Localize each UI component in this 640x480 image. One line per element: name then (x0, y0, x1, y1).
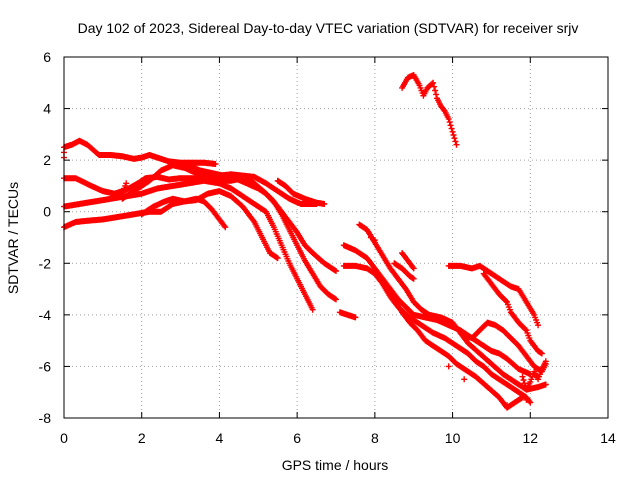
data-point (431, 83, 438, 90)
y-tick-label: -4 (39, 307, 52, 323)
series-trace-14 (391, 260, 417, 282)
series-trace-1 (61, 137, 219, 167)
data-point (430, 79, 437, 86)
axis-ticks: 0 2 4 6 8 10 12 14 -8 -6 -4 -2 0 2 4 6 (39, 49, 616, 446)
data-point (446, 119, 453, 126)
data-point (451, 135, 458, 142)
data-point (333, 296, 339, 303)
data-point (527, 399, 534, 406)
data-point (123, 180, 130, 187)
x-tick-label: 12 (522, 430, 538, 446)
series-trace-10 (340, 242, 534, 378)
x-tick-label: 0 (60, 430, 68, 446)
data-point (222, 224, 229, 231)
data-point (119, 193, 126, 200)
data-point (519, 394, 526, 401)
data-point (522, 326, 529, 333)
data-point (450, 132, 457, 138)
chart-title: Day 102 of 2023, Sidereal Day-to-day VTE… (78, 20, 579, 36)
series-trace-20 (519, 358, 549, 393)
data-point (535, 322, 542, 329)
data-point (449, 128, 456, 135)
data-point (519, 373, 526, 380)
y-tick-label: -2 (39, 255, 52, 271)
data-point (433, 91, 440, 98)
y-axis-label: SDTVAR / TECUs (5, 182, 21, 294)
y-tick-label: -6 (39, 358, 52, 374)
y-tick-label: 0 (43, 204, 51, 220)
data-point (368, 234, 374, 241)
data-point (352, 314, 359, 321)
data-point (212, 161, 219, 167)
grid (64, 57, 608, 418)
series-trace-13 (375, 273, 526, 411)
data-point (542, 381, 549, 388)
series-trace-8 (274, 177, 328, 207)
y-tick-label: 6 (43, 49, 51, 65)
data-point (429, 80, 436, 87)
x-tick-label: 6 (293, 430, 301, 446)
data-layer (61, 72, 549, 411)
data-point (333, 268, 339, 274)
data-point (538, 350, 545, 357)
data-point (542, 358, 549, 365)
x-axis-label: GPS time / hours (282, 457, 389, 473)
series-trace-5 (138, 188, 281, 262)
series-trace-7 (173, 159, 339, 303)
series-trace-21 (119, 180, 130, 200)
x-tick-label: 14 (600, 430, 616, 446)
data-point (445, 363, 452, 370)
x-tick-label: 2 (138, 430, 146, 446)
series-trace-9 (336, 309, 359, 321)
data-point (504, 402, 510, 409)
x-tick-label: 8 (371, 430, 379, 446)
data-point (440, 106, 447, 113)
data-point (409, 264, 416, 271)
data-point (410, 265, 417, 272)
data-point (432, 87, 439, 94)
series-trace-3 (61, 177, 316, 313)
plot-frame (63, 56, 609, 419)
y-tick-label: 2 (43, 152, 51, 168)
data-point (453, 141, 460, 148)
series-trace-18 (480, 270, 545, 357)
data-point (503, 298, 509, 304)
data-point (371, 237, 378, 244)
y-tick-label: -8 (39, 410, 52, 426)
data-point (452, 138, 459, 145)
series-trace-17 (445, 262, 542, 329)
x-tick-label: 10 (445, 430, 461, 446)
data-point (447, 122, 454, 129)
data-point (309, 306, 316, 313)
data-point (520, 377, 527, 383)
data-point (410, 275, 417, 282)
data-point (445, 115, 452, 122)
data-point (321, 201, 328, 207)
data-point (523, 396, 530, 403)
data-point (120, 189, 127, 196)
data-point (274, 255, 281, 262)
series-trace-15 (399, 250, 417, 272)
y-tick-label: 4 (43, 101, 51, 117)
x-tick-label: 4 (216, 430, 224, 446)
data-point (461, 376, 468, 383)
data-point (448, 125, 455, 132)
series-trace-16 (399, 72, 460, 148)
